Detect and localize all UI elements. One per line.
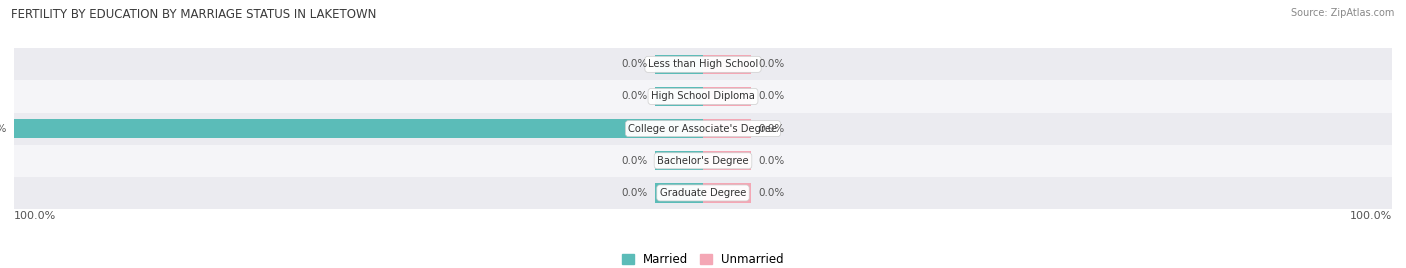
Text: Source: ZipAtlas.com: Source: ZipAtlas.com [1291,8,1395,18]
Text: 0.0%: 0.0% [621,91,648,102]
Bar [655,55,703,74]
Text: Bachelor's Degree: Bachelor's Degree [657,156,749,166]
Bar [14,113,1392,145]
Bar [703,151,751,170]
Bar [14,119,703,138]
Text: FERTILITY BY EDUCATION BY MARRIAGE STATUS IN LAKETOWN: FERTILITY BY EDUCATION BY MARRIAGE STATU… [11,8,377,21]
Text: Less than High School: Less than High School [648,59,758,69]
Bar [703,183,751,203]
Bar [14,48,1392,80]
Bar [14,177,1392,209]
Bar [655,151,703,170]
Text: 0.0%: 0.0% [621,59,648,69]
Bar [14,80,1392,113]
Text: 0.0%: 0.0% [621,156,648,166]
Text: 0.0%: 0.0% [758,156,785,166]
Bar [703,87,751,106]
Text: 100.0%: 100.0% [1350,211,1392,221]
Bar [703,55,751,74]
Text: 0.0%: 0.0% [758,91,785,102]
Bar [655,183,703,203]
Text: 0.0%: 0.0% [758,59,785,69]
Text: High School Diploma: High School Diploma [651,91,755,102]
Bar [655,87,703,106]
Text: Graduate Degree: Graduate Degree [659,188,747,198]
Bar [703,119,751,138]
Text: 100.0%: 100.0% [0,124,7,134]
Text: 0.0%: 0.0% [758,124,785,134]
Legend: Married, Unmarried: Married, Unmarried [617,248,789,268]
Text: 0.0%: 0.0% [621,188,648,198]
Text: 100.0%: 100.0% [14,211,56,221]
Text: 0.0%: 0.0% [758,188,785,198]
Text: College or Associate's Degree: College or Associate's Degree [628,124,778,134]
Bar [14,145,1392,177]
